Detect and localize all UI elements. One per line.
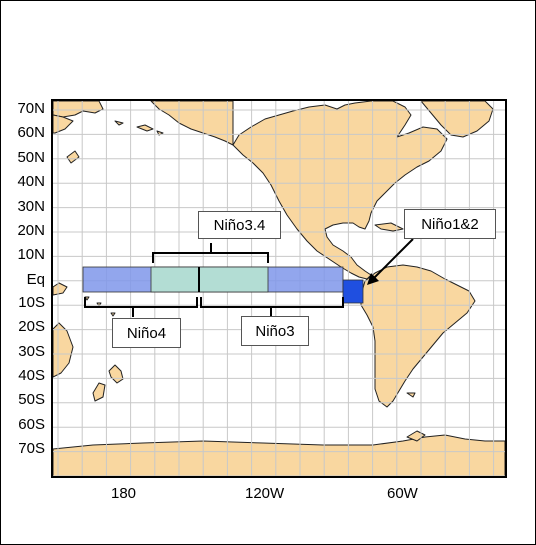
nino34-label: Niño3.4	[198, 211, 281, 239]
falkland-islands	[406, 392, 416, 398]
lat-label: 40S	[18, 367, 45, 384]
nino34-region	[150, 266, 269, 293]
lat-label: 60N	[17, 124, 45, 141]
alaska-landmass	[150, 101, 234, 146]
north-america-landmass	[232, 101, 448, 280]
nino4-bracket	[84, 297, 198, 308]
lat-label: Eq	[26, 271, 45, 288]
lat-label: 30N	[17, 198, 45, 215]
lon-label: 180	[111, 485, 137, 502]
australia-landmass	[53, 322, 74, 378]
nino12-label: Niño1&2	[404, 209, 496, 239]
lat-label: 10S	[18, 294, 45, 311]
region-brackets	[84, 243, 344, 317]
nino34-bracket	[152, 252, 269, 263]
lat-label: 70N	[17, 100, 45, 117]
lat-label: 40N	[17, 173, 45, 190]
map-canvas	[53, 101, 505, 476]
lat-label: 50S	[18, 391, 45, 408]
pacific-islands	[84, 296, 126, 331]
asia-landmass	[53, 114, 74, 134]
lat-label: 20S	[18, 318, 45, 335]
nino3-label: Niño3	[241, 316, 309, 346]
nino12-region	[342, 279, 364, 304]
japan-islands	[66, 150, 80, 164]
lat-label: 50N	[17, 149, 45, 166]
alaska-landmass	[53, 101, 104, 118]
new-zealand-landmass	[92, 364, 124, 402]
south-america-landmass	[360, 264, 476, 408]
lat-label: 70S	[18, 440, 45, 457]
lat-label: 30S	[18, 343, 45, 360]
lat-label: 60S	[18, 416, 45, 433]
aleutian-islands	[114, 120, 164, 136]
lat-label: 20N	[17, 222, 45, 239]
map-panel	[51, 99, 507, 478]
lat-label: 10N	[17, 246, 45, 263]
nino4-label: Niño4	[112, 318, 181, 348]
new-guinea-landmass	[53, 282, 68, 296]
antarctica-landmass	[53, 434, 505, 476]
lon-label: 120W	[245, 485, 285, 502]
lon-label: 60W	[387, 485, 418, 502]
nino12-arrow	[367, 238, 414, 285]
